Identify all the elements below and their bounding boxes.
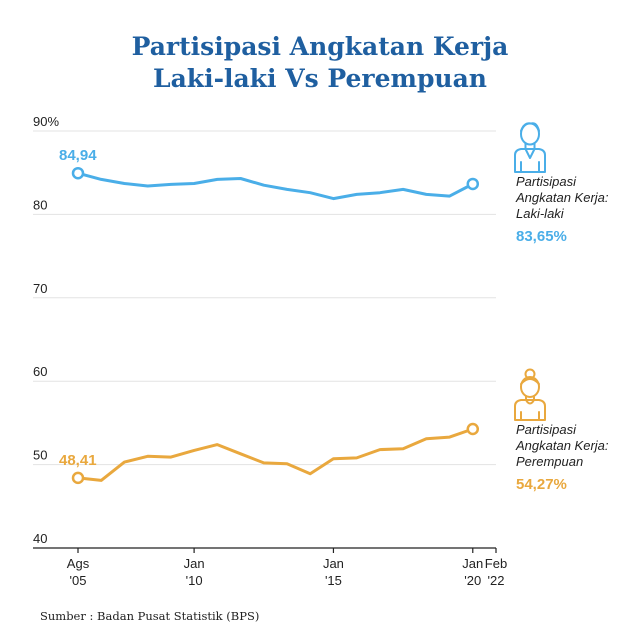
series-line	[76, 171, 475, 201]
chart-title-line-2: Laki-laki Vs Perempuan	[153, 64, 487, 93]
x-tick-label: '15	[325, 573, 342, 588]
male-person-icon	[514, 122, 546, 173]
female-person-icon	[514, 368, 546, 421]
legend-label-line: Angkatan Kerja:	[515, 190, 609, 205]
x-axis: Ags '05 Jan '10 Jan '15 Jan '20 Feb '22	[33, 547, 507, 588]
gridlines	[33, 130, 496, 466]
y-tick-label: 40	[33, 531, 47, 546]
chart-title: Partisipasi Angkatan Kerja Laki-laki Vs …	[132, 32, 509, 93]
legend-label-line: Laki-laki	[516, 206, 565, 221]
x-tick-label: Jan	[462, 556, 483, 571]
end-point-marker	[466, 177, 480, 191]
legend-label-line: Partisipasi	[516, 174, 577, 189]
series: 84,94 48,41	[59, 147, 480, 485]
x-tick-label: '22	[488, 573, 505, 588]
y-axis: 90% 80 70 60 50 40	[33, 114, 59, 546]
x-tick-label: Feb	[485, 556, 507, 571]
x-tick-label: '20	[464, 573, 481, 588]
start-point-marker	[71, 471, 85, 485]
legend-label-line: Partisipasi	[516, 422, 577, 437]
x-tick-label: Ags	[67, 556, 90, 571]
y-tick-label: 80	[33, 197, 47, 212]
source-note: Sumber : Badan Pusat Statistik (BPS)	[40, 609, 259, 623]
end-point-marker	[466, 422, 480, 436]
y-tick-label: 70	[33, 281, 47, 296]
y-tick-label: 50	[33, 448, 47, 463]
start-point-marker	[71, 166, 85, 180]
chart-title-line-1: Partisipasi Angkatan Kerja	[132, 32, 509, 61]
end-value-label: 83,65%	[516, 228, 567, 245]
x-tick-label: Jan	[323, 556, 344, 571]
x-tick-label: '10	[186, 573, 203, 588]
series-line	[76, 427, 475, 482]
start-value-label: 48,41	[59, 452, 97, 469]
y-tick-label: 90%	[33, 114, 59, 129]
x-tick-label: Jan	[184, 556, 205, 571]
x-tick-label: '05	[70, 573, 87, 588]
start-value-label: 84,94	[59, 147, 97, 164]
end-value-label: 54,27%	[516, 476, 567, 493]
y-tick-label: 60	[33, 364, 47, 379]
legend-label-line: Perempuan	[516, 454, 583, 469]
legend-label-line: Angkatan Kerja:	[515, 438, 609, 453]
